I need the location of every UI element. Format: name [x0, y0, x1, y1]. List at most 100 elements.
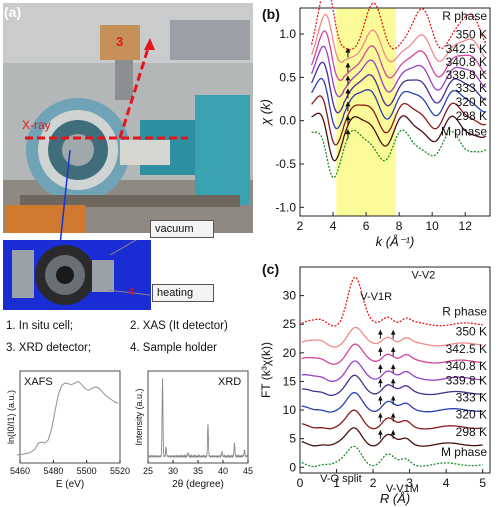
legend-item-4: 4. Sample holder: [130, 342, 217, 354]
ft-arrowhead: [390, 395, 396, 401]
exafs-series-label: 320 K: [456, 95, 487, 109]
exafs-series-line: [311, 77, 486, 130]
xrd-line: [147, 378, 249, 459]
xray-label: X-ray: [22, 118, 51, 132]
exafs-arrowhead: [345, 47, 351, 53]
cell-photo-detail: [3, 240, 151, 310]
xafs-tick-label: 5480: [43, 466, 63, 476]
ft-arrowhead: [390, 346, 396, 352]
ft-xtick-label: 3: [406, 476, 413, 490]
xrd-title: XRD: [218, 376, 241, 388]
legend-item-1: 1. In situ cell;: [6, 320, 74, 332]
ft-series-label: 340.8 K: [446, 359, 487, 373]
ft-series-line: [301, 427, 483, 447]
ft-arrowhead: [378, 378, 383, 384]
exafs-series-label: 333 K: [456, 81, 487, 95]
ft-xtick-label: 5: [479, 476, 486, 490]
xrd-frame: [147, 370, 249, 464]
exafs-xlabel: k (Å⁻¹): [376, 234, 415, 249]
exafs-ytick-label: 0.5: [279, 70, 296, 84]
ft-series-label: 339.8 K: [446, 373, 487, 387]
exafs-ylabel: χ (k): [258, 99, 273, 126]
ft-series-line: [301, 360, 483, 382]
exafs-series-line: [311, 61, 486, 114]
ft-arrowhead: [378, 395, 383, 401]
exafs-xtick-label: 2: [297, 219, 304, 233]
ft-xtick-label: 1: [333, 476, 340, 490]
ft-series-line: [301, 343, 483, 365]
ft-series-label: 298 K: [456, 425, 487, 439]
ft-ytick-label: 25: [283, 317, 297, 331]
ft-series-line: [301, 391, 483, 413]
exafs-series-line: [311, 112, 487, 162]
ft-ytick-label: 15: [283, 374, 297, 388]
exafs-arrowhead: [345, 129, 351, 135]
exafs-xtick-label: 10: [425, 219, 439, 233]
ft-arrowhead: [390, 412, 396, 418]
ft-ytick-label: 0: [289, 460, 296, 474]
ft-series-label: 333 K: [456, 390, 487, 404]
ft-annotation-vv2: V-V2: [411, 269, 435, 281]
ft-series-label: 342.5 K: [446, 342, 487, 356]
exafs-series-label: 340.8 K: [446, 55, 487, 69]
legend-item-2: 2. XAS (It detector): [130, 320, 228, 332]
exafs-series-line: [310, 45, 487, 98]
ft-xtick-label: 0: [297, 476, 304, 490]
exafs-series-line: [311, 129, 487, 179]
xrd-tick-label: 40: [218, 466, 228, 476]
exafs-series-label: 339.8 K: [446, 68, 487, 82]
ft-series-line: [301, 374, 483, 396]
ft-series-label: R phase: [442, 305, 487, 319]
ft-arrowhead: [378, 412, 383, 418]
xafs-tick-label: 5460: [10, 466, 30, 476]
exafs-arrowhead: [345, 101, 351, 107]
exafs-arrowhead: [345, 88, 351, 94]
ft-ytick-label: 30: [283, 289, 297, 303]
ft-arrowhead: [390, 378, 396, 384]
panel-a-photos: [3, 3, 253, 280]
exafs-series-line: [311, 95, 487, 146]
xafs-line: [16, 380, 119, 456]
ft-arrowhead: [390, 363, 396, 369]
exafs-frame: [299, 7, 491, 217]
panel-b-label: (b): [262, 6, 280, 22]
exafs-ytick-label: 0.0: [279, 114, 296, 128]
exafs-arrowhead: [345, 75, 351, 81]
ft-arrowhead: [390, 329, 396, 335]
ft-arrowhead: [378, 346, 383, 352]
ft-annotation-vv1r: V-V1R: [360, 291, 392, 303]
ft-ytick-label: 10: [283, 403, 297, 417]
panel-a-label: (a): [4, 4, 22, 20]
ft-ytick-label: 20: [283, 346, 297, 360]
legend-item-3: 3. XRD detector;: [6, 342, 92, 354]
ft-series-line: [301, 326, 483, 348]
exafs-ytick-label: 1.0: [279, 27, 296, 41]
detector-number-label: 3: [116, 34, 124, 49]
vacuum-label-box: vacuum: [150, 220, 214, 238]
ft-arrowhead: [378, 363, 383, 369]
heating-label-box: heating: [152, 284, 214, 302]
exafs-arrowhead: [345, 115, 351, 121]
xafs-ylabel: ln(I0/I1) (a.u.): [6, 390, 16, 444]
xafs-chart: XAFS 5460 5480 5500 5520 E (eV) ln(I0/I1) (a.u…: [6, 370, 130, 490]
exafs-series-label: 298 K: [456, 109, 487, 123]
exafs-xtick-label: 12: [459, 219, 473, 233]
exafs-ytick-label: -1.0: [275, 200, 296, 214]
sample-holder-number: 4: [128, 286, 135, 298]
k-window-shade: [336, 8, 396, 216]
ft-arrowhead: [378, 429, 383, 435]
exafs-series-line: [310, 30, 487, 81]
ft-ylabel: FT (k³χ(k)): [259, 342, 273, 398]
exafs-series-label: 342.5 K: [446, 42, 487, 56]
xrd-xlabel: 2θ (degree): [172, 479, 224, 490]
ft-series-line: [301, 445, 483, 468]
exafs-xtick-label: 8: [396, 219, 403, 233]
xafs-frame: [19, 370, 121, 464]
ft-arrowhead: [378, 329, 383, 335]
exafs-xtick-label: 4: [330, 219, 337, 233]
exafs-series-label: M phase: [441, 124, 487, 138]
xrd-chart: XRD 25 30 35 40 45 2θ (degree) Intensity (a.u.): [134, 370, 253, 490]
ft-xlabel: R (Å): [380, 491, 410, 506]
